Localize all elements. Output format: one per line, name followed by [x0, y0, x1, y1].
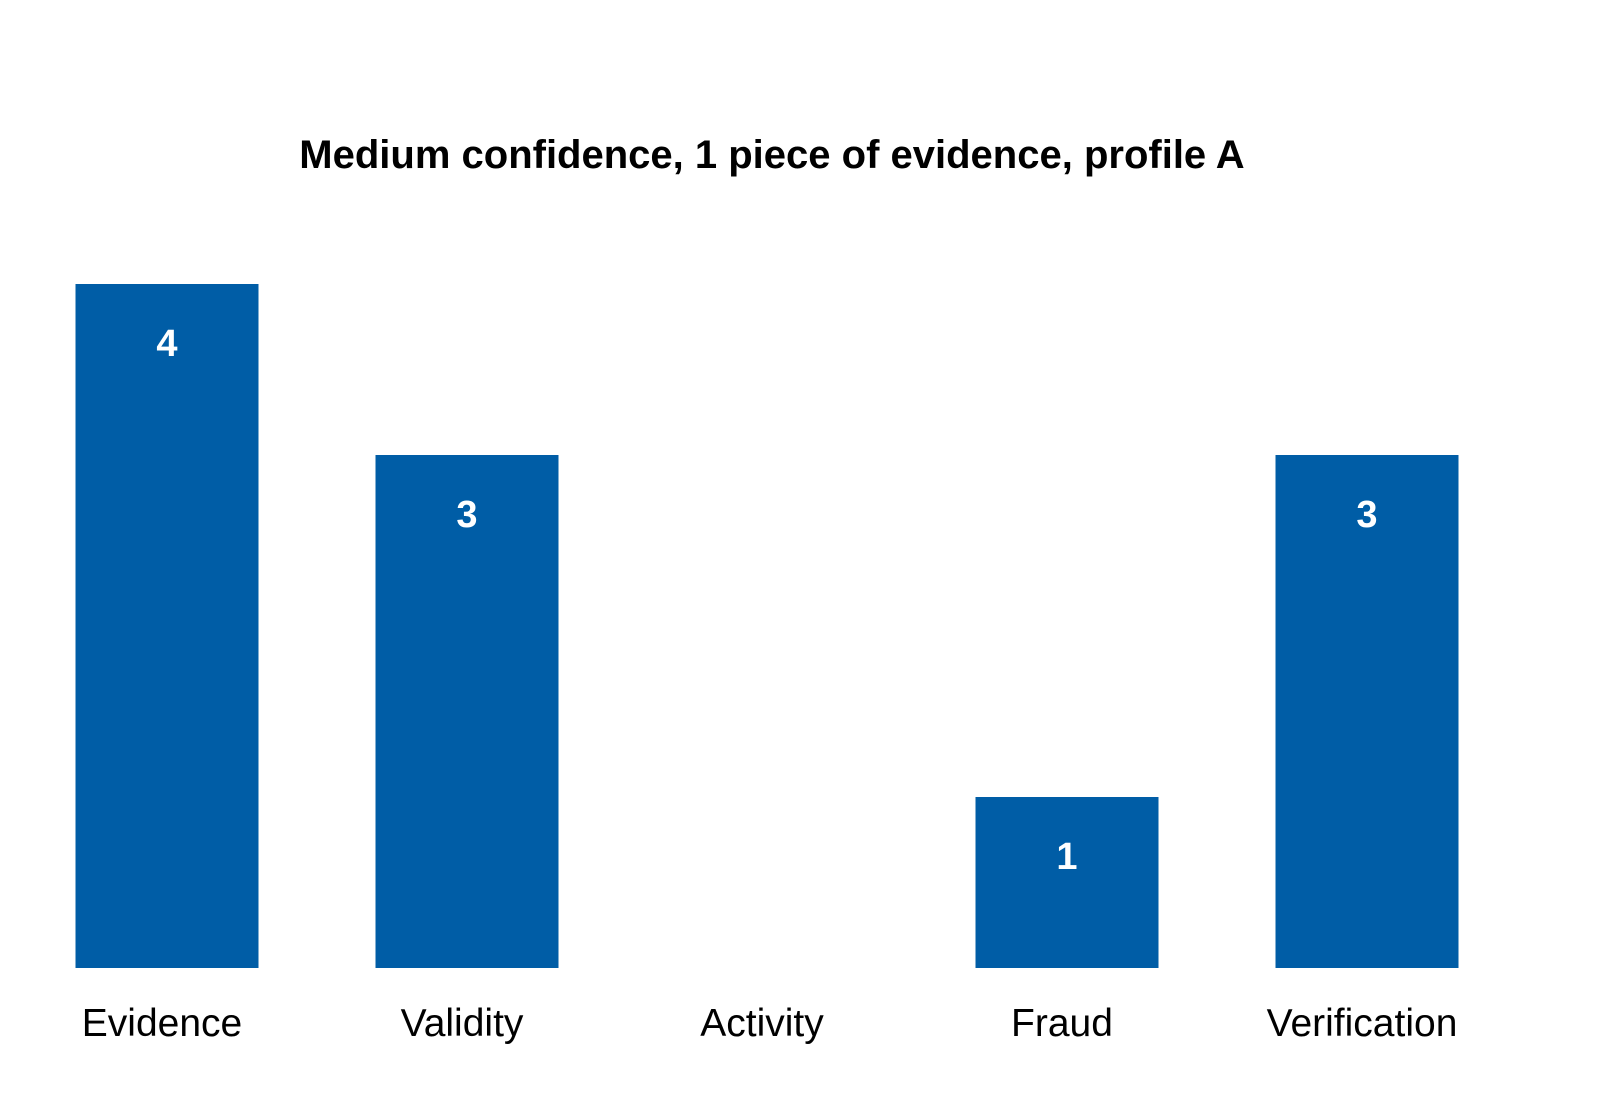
data-label-verification: 3: [1356, 494, 1377, 536]
tick-label-validity: Validity: [401, 1002, 524, 1045]
bar-validity: [375, 455, 559, 968]
data-label-validity: 3: [456, 494, 477, 536]
bar-verification: [1275, 455, 1459, 968]
chart-title: Medium confidence, 1 piece of evidence, …: [299, 133, 1244, 177]
bar-fraud: [975, 797, 1159, 968]
data-labels-group: 4 3 1 3: [156, 323, 1377, 878]
data-label-fraud: 1: [1056, 836, 1077, 878]
tick-label-verification: Verification: [1267, 1002, 1458, 1045]
bars-group: [75, 284, 1459, 968]
x-axis-tick-labels: Evidence Validity Activity Fraud Verificatio…: [82, 1002, 1458, 1045]
tick-label-evidence: Evidence: [82, 1002, 242, 1045]
tick-label-activity: Activity: [700, 1002, 824, 1045]
data-label-evidence: 4: [156, 323, 177, 365]
tick-label-fraud: Fraud: [1011, 1002, 1113, 1045]
bar-evidence: [75, 284, 259, 968]
